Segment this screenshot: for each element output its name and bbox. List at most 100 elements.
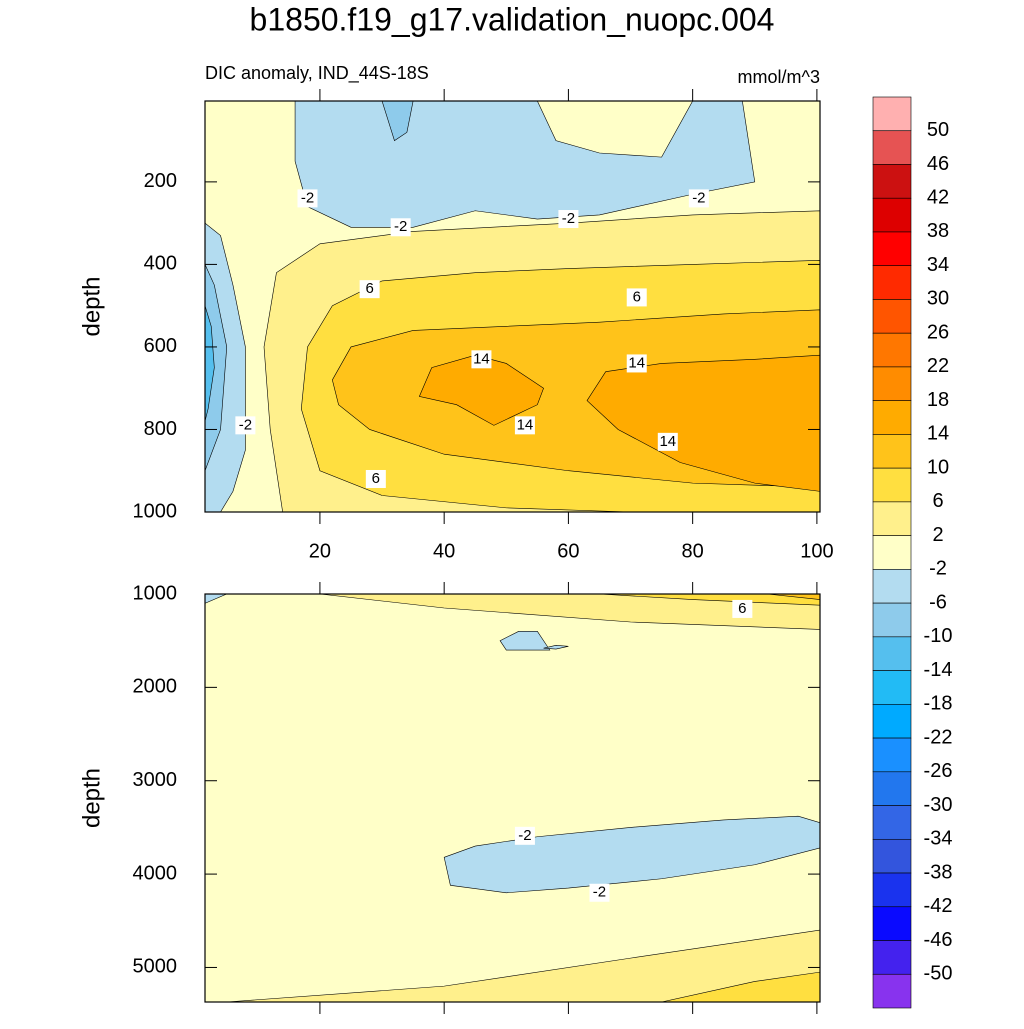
colorbar-box bbox=[872, 737, 912, 773]
contour-label: -2 bbox=[518, 827, 531, 844]
x-tick-label: 80 bbox=[682, 540, 704, 562]
colorbar-label: 38 bbox=[927, 220, 949, 242]
colorbar-box bbox=[872, 670, 912, 705]
contour-region bbox=[661, 971, 820, 1002]
contour-label: 6 bbox=[372, 470, 380, 487]
contour-label: 14 bbox=[628, 354, 645, 371]
contour-region bbox=[543, 645, 569, 650]
contour-region bbox=[205, 264, 228, 471]
colorbar-label: -50 bbox=[924, 963, 953, 985]
colorbar-box bbox=[872, 400, 912, 435]
contour-label: 6 bbox=[738, 600, 746, 617]
y-axis-label: depth bbox=[78, 768, 105, 828]
colorbar-box bbox=[872, 535, 912, 570]
contour-region bbox=[767, 594, 820, 600]
colorbar-box bbox=[872, 906, 912, 941]
contour-label-box bbox=[390, 218, 411, 237]
contour-region bbox=[319, 594, 820, 630]
contour-label: -2 bbox=[239, 416, 252, 433]
y-tick-label: 2000 bbox=[133, 676, 178, 698]
colorbar-box bbox=[872, 197, 912, 233]
contour-label: -2 bbox=[394, 218, 407, 235]
colorbar-label: 30 bbox=[927, 288, 949, 310]
units: mmol/m^3 bbox=[738, 67, 820, 87]
contour-region bbox=[499, 631, 551, 651]
contour-label: 14 bbox=[473, 350, 490, 367]
y-tick-label: 1000 bbox=[133, 500, 178, 522]
contour-region bbox=[381, 101, 414, 142]
colorbar-box bbox=[872, 501, 912, 536]
colorbar-box bbox=[872, 838, 912, 874]
colorbar-box bbox=[872, 771, 912, 806]
x-tick-label: 100 bbox=[800, 540, 833, 562]
contour-label: -2 bbox=[562, 210, 575, 227]
plot-area bbox=[205, 594, 820, 1002]
colorbar-label: -34 bbox=[924, 828, 953, 850]
colorbar-label: 6 bbox=[932, 490, 943, 512]
contour-label-box bbox=[471, 350, 492, 369]
colorbar-label: 42 bbox=[927, 187, 949, 209]
contour-region bbox=[205, 594, 227, 604]
colorbar-label: -18 bbox=[924, 693, 953, 715]
contour-label-box bbox=[626, 288, 647, 307]
contour-region bbox=[599, 594, 820, 606]
colorbar-box bbox=[872, 467, 912, 503]
colorbar-label: 18 bbox=[927, 389, 949, 411]
colorbar-box bbox=[872, 96, 912, 132]
contour-label: 6 bbox=[633, 288, 641, 305]
colorbar-box bbox=[872, 366, 912, 401]
colorbar-label: 50 bbox=[927, 119, 949, 141]
contour-region bbox=[443, 815, 820, 894]
y-tick-label: 1000 bbox=[133, 582, 178, 604]
contour-label-box bbox=[359, 280, 380, 299]
y-tick-label: 400 bbox=[144, 253, 177, 275]
y-tick-label: 200 bbox=[144, 170, 177, 192]
plot-area bbox=[205, 101, 820, 512]
contour-label: -2 bbox=[692, 189, 705, 206]
y-tick-label: 4000 bbox=[133, 862, 178, 884]
colorbar-label: -38 bbox=[924, 861, 953, 883]
y-axis-label: depth bbox=[78, 276, 105, 336]
colorbar-label: 10 bbox=[927, 456, 949, 478]
plot-frame bbox=[204, 100, 821, 513]
colorbar-label: -26 bbox=[924, 760, 953, 782]
y-tick-label: 5000 bbox=[133, 956, 178, 978]
contour-label: -2 bbox=[301, 189, 314, 206]
contour-label: 14 bbox=[517, 416, 534, 433]
colorbar-label: 2 bbox=[932, 524, 943, 546]
contour-label-box bbox=[365, 469, 386, 488]
contour-region bbox=[226, 929, 820, 1002]
colorbar-box bbox=[872, 299, 912, 334]
contour-label-box bbox=[589, 883, 610, 902]
colorbar-label: 26 bbox=[927, 321, 949, 343]
colorbar-box bbox=[872, 704, 912, 739]
background bbox=[205, 594, 820, 1002]
subtitle: DIC anomaly, IND_44S-18S bbox=[205, 63, 429, 84]
colorbar-label: 46 bbox=[927, 153, 949, 175]
colorbar-label: -22 bbox=[924, 726, 953, 748]
y-tick-label: 800 bbox=[144, 418, 177, 440]
colorbar-label: -6 bbox=[929, 591, 947, 613]
colorbar-label: -10 bbox=[924, 625, 953, 647]
contour-label-box bbox=[657, 432, 678, 451]
colorbar-label: -46 bbox=[924, 929, 953, 951]
x-tick-label: 20 bbox=[309, 540, 331, 562]
colorbar-box bbox=[872, 973, 912, 1009]
colorbar-label: 14 bbox=[927, 423, 949, 445]
contour-label-box bbox=[514, 416, 535, 435]
colorbar-label: -2 bbox=[929, 558, 947, 580]
y-tick-label: 3000 bbox=[133, 769, 178, 791]
y-tick-label: 600 bbox=[144, 335, 177, 357]
contour-label-box bbox=[297, 189, 318, 208]
x-tick-label: 40 bbox=[433, 540, 455, 562]
colorbar-box bbox=[872, 872, 912, 908]
colorbar-label: -14 bbox=[924, 659, 953, 681]
contour-label-box bbox=[235, 416, 256, 435]
contour-region bbox=[205, 305, 215, 422]
colorbar-label: 22 bbox=[927, 355, 949, 377]
x-tick-label: 60 bbox=[557, 540, 579, 562]
contour-label: 14 bbox=[659, 433, 676, 450]
contour-label: 6 bbox=[365, 280, 373, 297]
colorbar-box bbox=[872, 231, 912, 267]
